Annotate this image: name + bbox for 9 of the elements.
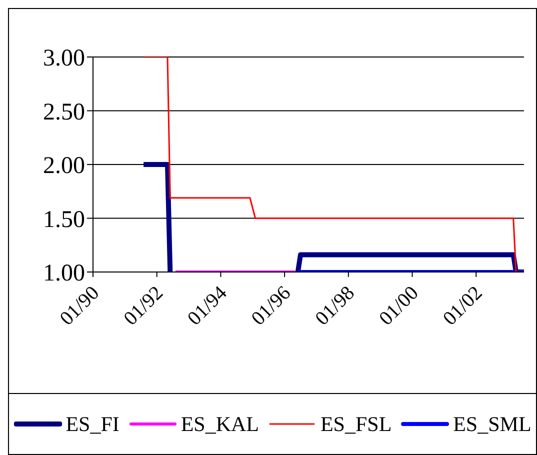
y-tick-label: 3.00 bbox=[43, 46, 85, 72]
legend-label: ES_FI bbox=[66, 412, 120, 436]
legend-label: ES_FSL bbox=[320, 412, 392, 436]
y-tick-label: 2.50 bbox=[43, 99, 85, 126]
legend-label: ES_SML bbox=[453, 412, 532, 436]
legend-label: ES_KAL bbox=[180, 412, 260, 436]
y-tick-label: 1.50 bbox=[43, 206, 85, 233]
y-tick-label: 2.00 bbox=[43, 153, 85, 180]
y-tick-label: 1.00 bbox=[43, 260, 85, 287]
